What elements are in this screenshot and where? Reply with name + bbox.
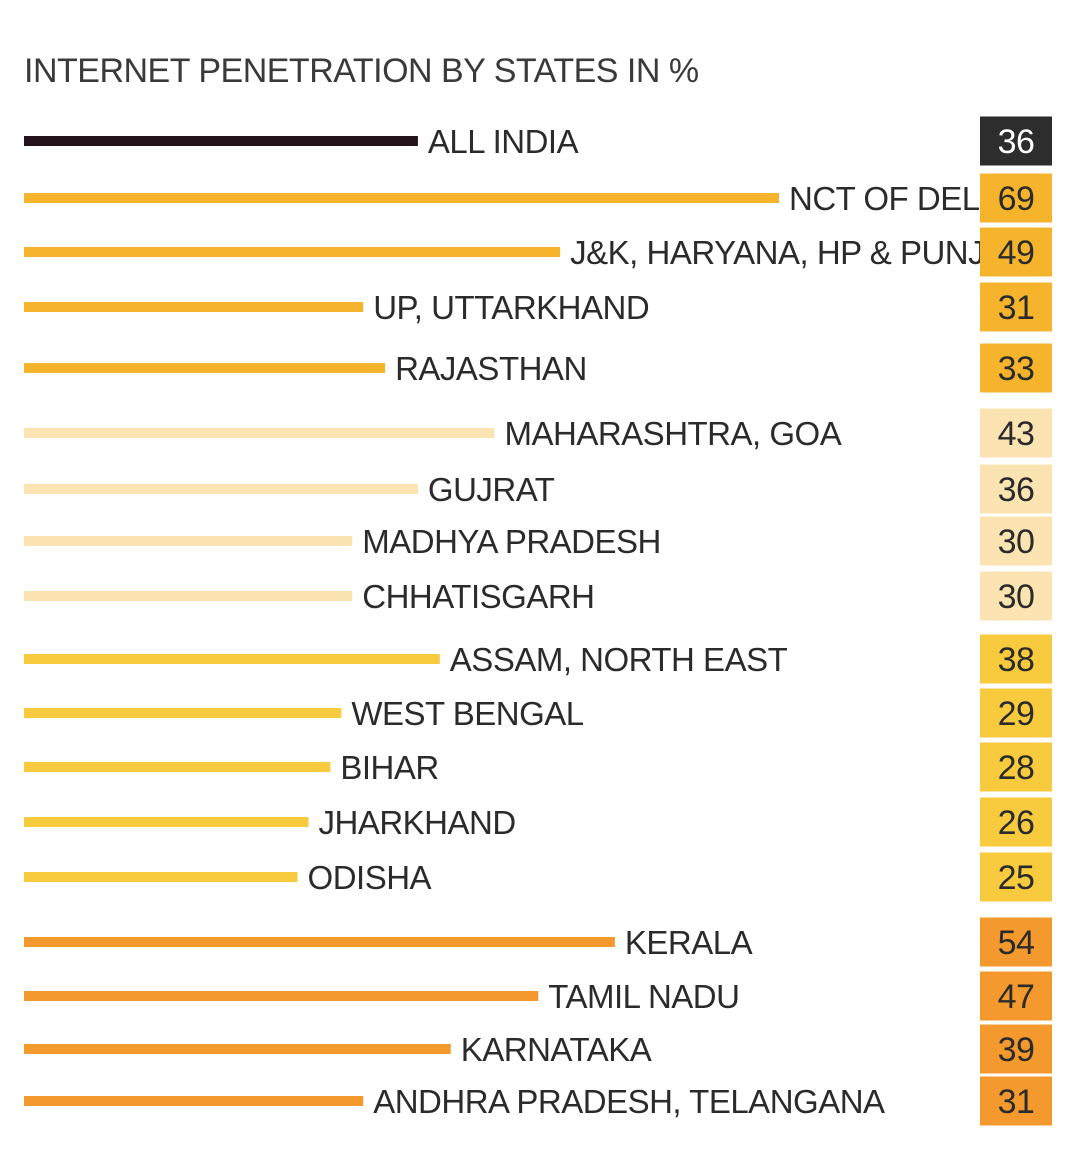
value-box — [980, 571, 1052, 621]
value-box — [980, 1076, 1052, 1126]
value-label: 39 — [998, 1031, 1035, 1069]
value-label: 30 — [998, 523, 1035, 561]
value-box — [980, 116, 1052, 166]
bar-label: UP, UTTARKHAND — [373, 289, 649, 326]
value-box — [980, 742, 1052, 792]
bar-label: ASSAM, NORTH EAST — [450, 641, 788, 678]
bar — [24, 247, 561, 257]
bar — [24, 136, 418, 146]
bar — [24, 762, 331, 772]
value-box — [980, 343, 1052, 393]
bar-label: CHHATISGARH — [362, 578, 594, 615]
bar — [24, 872, 298, 882]
value-label: 28 — [998, 749, 1035, 787]
bar-label: ANDHRA PRADESH, TELANGANA — [373, 1083, 885, 1120]
bar-row: UP, UTTARKHAND 31 — [24, 282, 1052, 332]
bar-row: MAHARASHTRA, GOA 43 — [24, 408, 1052, 458]
bar-row: CHHATISGARH 30 — [24, 571, 1052, 621]
bar-row: JHARKHAND 26 — [24, 797, 1052, 847]
bar-row: ASSAM, NORTH EAST 38 — [24, 634, 1052, 684]
bar-label: WEST BENGAL — [351, 695, 583, 732]
bar-label: MADHYA PRADESH — [362, 523, 661, 560]
bar-label: TAMIL NADU — [548, 978, 739, 1015]
value-label: 29 — [998, 695, 1035, 733]
bar-label: ODISHA — [308, 859, 432, 896]
value-box — [980, 173, 1052, 223]
value-box — [980, 688, 1052, 738]
bar — [24, 708, 342, 718]
bar — [24, 302, 364, 312]
bar-row: BIHAR 28 — [24, 742, 1052, 792]
value-label: 43 — [998, 415, 1035, 453]
value-label: 31 — [998, 1083, 1035, 1121]
bar-row: ALL INDIA 36 — [24, 116, 1052, 166]
bar — [24, 1096, 364, 1106]
bar-row: KARNATAKA 39 — [24, 1024, 1052, 1074]
bar — [24, 654, 440, 664]
bar — [24, 536, 353, 546]
bar-row: TAMIL NADU 47 — [24, 971, 1052, 1021]
value-box — [980, 1024, 1052, 1074]
bar-label: GUJRAT — [428, 471, 555, 508]
bar — [24, 428, 495, 438]
value-label: 49 — [998, 234, 1035, 272]
value-box — [980, 971, 1052, 1021]
value-label: 30 — [998, 578, 1035, 616]
value-box — [980, 917, 1052, 967]
bar-row: GUJRAT 36 — [24, 464, 1052, 514]
bar — [24, 937, 615, 947]
bar-label: ALL INDIA — [428, 123, 579, 160]
bar-row: WEST BENGAL 29 — [24, 688, 1052, 738]
bar-row: ODISHA 25 — [24, 852, 1052, 902]
value-box — [980, 227, 1052, 277]
value-label: 25 — [998, 859, 1035, 897]
bar-label: MAHARASHTRA, GOA — [505, 415, 842, 452]
bar — [24, 991, 539, 1001]
bar — [24, 817, 309, 827]
value-box — [980, 634, 1052, 684]
value-label: 47 — [998, 978, 1035, 1016]
chart-title: INTERNET PENETRATION BY STATES IN % — [24, 52, 699, 90]
bar-label: NCT OF DELHI — [789, 180, 1012, 217]
bar-row: ANDHRA PRADESH, TELANGANA 31 — [24, 1076, 1052, 1126]
value-box — [980, 797, 1052, 847]
bar-label: JHARKHAND — [318, 804, 515, 841]
value-label: 33 — [998, 350, 1035, 388]
value-label: 36 — [998, 471, 1035, 509]
value-box — [980, 282, 1052, 332]
bar — [24, 591, 353, 601]
bar-label: KARNATAKA — [461, 1031, 652, 1068]
bar-row: KERALA 54 — [24, 917, 1052, 967]
value-box — [980, 852, 1052, 902]
value-label: 36 — [998, 123, 1035, 161]
value-label: 26 — [998, 804, 1035, 842]
bar-label: RAJASTHAN — [395, 350, 587, 387]
value-label: 38 — [998, 641, 1035, 679]
value-box — [980, 464, 1052, 514]
bar-label: KERALA — [625, 924, 753, 961]
bar — [24, 484, 418, 494]
bar — [24, 193, 779, 203]
bar-row: MADHYA PRADESH 30 — [24, 516, 1052, 566]
value-label: 54 — [998, 924, 1035, 962]
value-label: 69 — [998, 180, 1035, 218]
value-box — [980, 408, 1052, 458]
bar-label: BIHAR — [340, 749, 438, 786]
bar — [24, 1044, 451, 1054]
value-box — [980, 516, 1052, 566]
bar-label: J&K, HARYANA, HP & PUNJAB — [570, 234, 1027, 271]
bar — [24, 363, 386, 373]
bar-row: RAJASTHAN 33 — [24, 343, 1052, 393]
value-label: 31 — [998, 289, 1035, 327]
